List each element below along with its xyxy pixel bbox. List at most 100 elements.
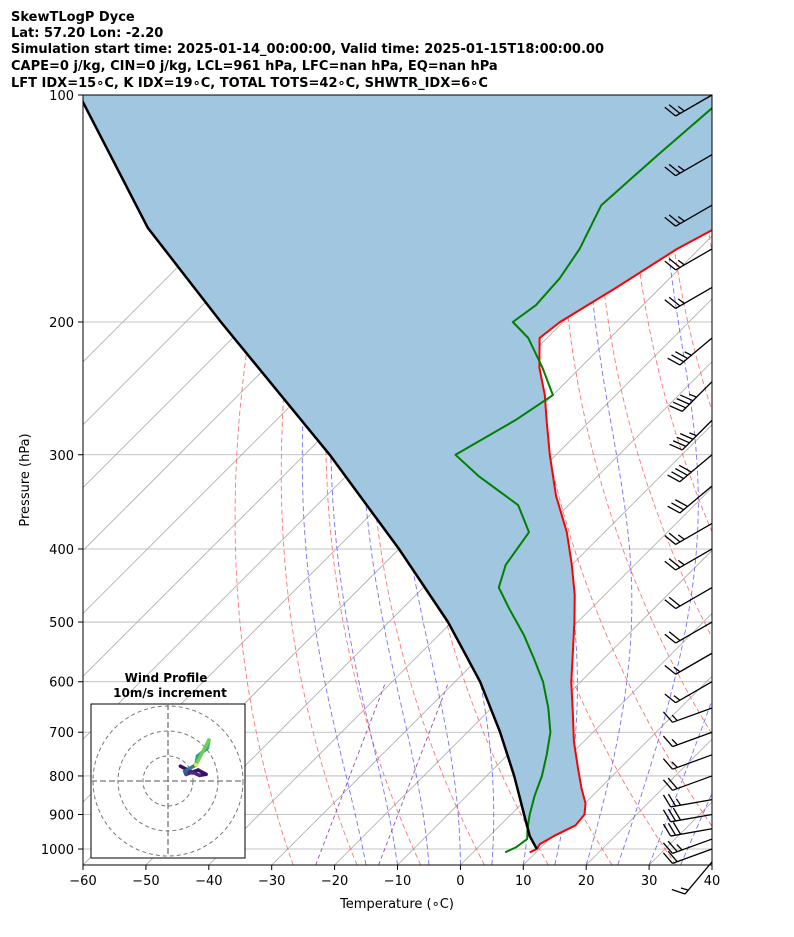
- wind-barb: [664, 204, 713, 227]
- x-axis-label: Temperature (∘C): [339, 897, 454, 912]
- wind-barb: [667, 337, 713, 366]
- wind-barb-flag: [668, 532, 681, 543]
- wind-barb-flag: [667, 357, 681, 366]
- wind-barbs: [662, 94, 713, 895]
- wind-barb-staff: [670, 798, 713, 808]
- wind-barb-flag: [662, 823, 672, 837]
- isotherm-line: [711, 864, 712, 865]
- x-tick-label: 30: [641, 874, 658, 889]
- moist-adiabat: [711, 863, 712, 865]
- wind-barb: [664, 154, 713, 177]
- wind-barb: [664, 586, 713, 610]
- dry-adiabat: [367, 95, 485, 865]
- mixing-ratio-line: [378, 681, 450, 865]
- y-tick-label: 600: [49, 676, 74, 691]
- wind-barb: [664, 94, 713, 117]
- dewpoint-line: [454, 106, 712, 854]
- dry-adiabat: [662, 95, 712, 413]
- dry-adiabat: [595, 95, 712, 639]
- wind-barb-flag: [671, 502, 685, 511]
- hodograph-subtitle: 10m/s increment: [113, 686, 227, 700]
- wind-barb-staff: [670, 828, 713, 837]
- wind-barb-flag: [672, 440, 687, 447]
- wind-barb-flag: [664, 216, 677, 227]
- wind-barb: [669, 381, 713, 412]
- wind-barb-half-flag: [684, 351, 692, 356]
- hodograph-segment: [200, 738, 211, 754]
- wind-barb-flag: [667, 474, 681, 483]
- wind-barb-flag: [664, 560, 677, 571]
- x-tick-label: −40: [195, 874, 222, 889]
- wind-barb-staff: [675, 154, 713, 177]
- hodograph-inset: Wind Profile 10m/s increment: [90, 671, 246, 859]
- wind-barb-flag: [675, 351, 688, 360]
- wind-barb-half-flag: [671, 761, 678, 768]
- wind-barb-staff: [670, 813, 713, 823]
- wind-barb-half-flag: [675, 798, 682, 806]
- plot-area: [83, 95, 712, 865]
- wind-barb-staff: [672, 707, 713, 723]
- wind-barb: [664, 548, 713, 571]
- wind-barb: [662, 707, 713, 723]
- wind-barb-flag: [664, 260, 677, 271]
- moist-adiabat: [617, 95, 699, 865]
- x-tick-label: −20: [321, 874, 348, 889]
- wind-barb-staff: [675, 248, 713, 271]
- wind-barb-flag: [667, 850, 678, 863]
- wind-barb-half-flag: [677, 259, 685, 266]
- wind-barb-flag: [662, 794, 672, 808]
- wind-barb-flag: [664, 633, 677, 644]
- wind-barb: [669, 419, 713, 451]
- wind-barb-flag: [662, 809, 672, 823]
- isotherm-line: [523, 675, 712, 865]
- wind-barb-flag: [669, 443, 683, 451]
- x-tick-label: 40: [704, 874, 721, 889]
- wind-barb-flag: [664, 166, 677, 177]
- isotherm-line: [271, 424, 712, 865]
- wind-barb-half-flag: [677, 105, 685, 112]
- wind-barb: [662, 775, 713, 791]
- wind-barb: [662, 822, 713, 837]
- moist-adiabat: [680, 791, 712, 865]
- wind-barb-staff: [681, 381, 713, 412]
- wind-barb-flag: [672, 807, 682, 821]
- wind-barb: [667, 454, 713, 483]
- x-tick-label: −50: [132, 874, 159, 889]
- wind-barb-half-flag: [671, 738, 678, 746]
- wind-barb-staff: [675, 204, 713, 227]
- wind-barb-flag: [662, 842, 674, 854]
- wind-barb-flag: [671, 354, 685, 363]
- wind-barb: [662, 807, 713, 823]
- y-tick-label: 1000: [41, 843, 74, 858]
- hodograph-plot: [91, 704, 245, 858]
- y-tick-label: 100: [49, 89, 74, 104]
- parcel-profile-line: [83, 99, 538, 850]
- wind-barb-staff: [679, 454, 713, 483]
- wind-barb-flag: [667, 777, 678, 790]
- wind-barb-flag: [662, 779, 674, 791]
- wind-barb-flag: [668, 214, 681, 225]
- wind-barb-staff: [681, 419, 713, 451]
- wind-barb-half-flag: [689, 393, 697, 398]
- wind-barb-staff: [675, 94, 713, 117]
- wind-barb-half-flag: [673, 695, 681, 701]
- wind-barb-flag: [664, 599, 677, 610]
- wind-barb-flag: [680, 433, 694, 440]
- wind-barb: [662, 754, 713, 770]
- x-tick-label: −10: [384, 874, 411, 889]
- wind-barb: [671, 861, 713, 895]
- wind-barb-flag: [664, 106, 677, 117]
- wind-barb-half-flag: [677, 216, 685, 222]
- wind-barb-flag: [668, 296, 681, 307]
- wind-barb: [664, 522, 713, 545]
- x-tick-label: −60: [69, 874, 96, 889]
- wind-barb-staff: [675, 681, 713, 704]
- wind-barb-flag: [671, 471, 685, 480]
- wind-barb-staff: [675, 548, 713, 571]
- wind-barb: [662, 838, 713, 855]
- header-line-2: Lat: 57.20 Lon: -2.20: [11, 26, 163, 41]
- wind-barb-staff: [672, 731, 713, 748]
- wind-barb-flag: [662, 735, 674, 748]
- hodograph-segment: [194, 750, 205, 767]
- wind-barb-flag: [662, 711, 674, 723]
